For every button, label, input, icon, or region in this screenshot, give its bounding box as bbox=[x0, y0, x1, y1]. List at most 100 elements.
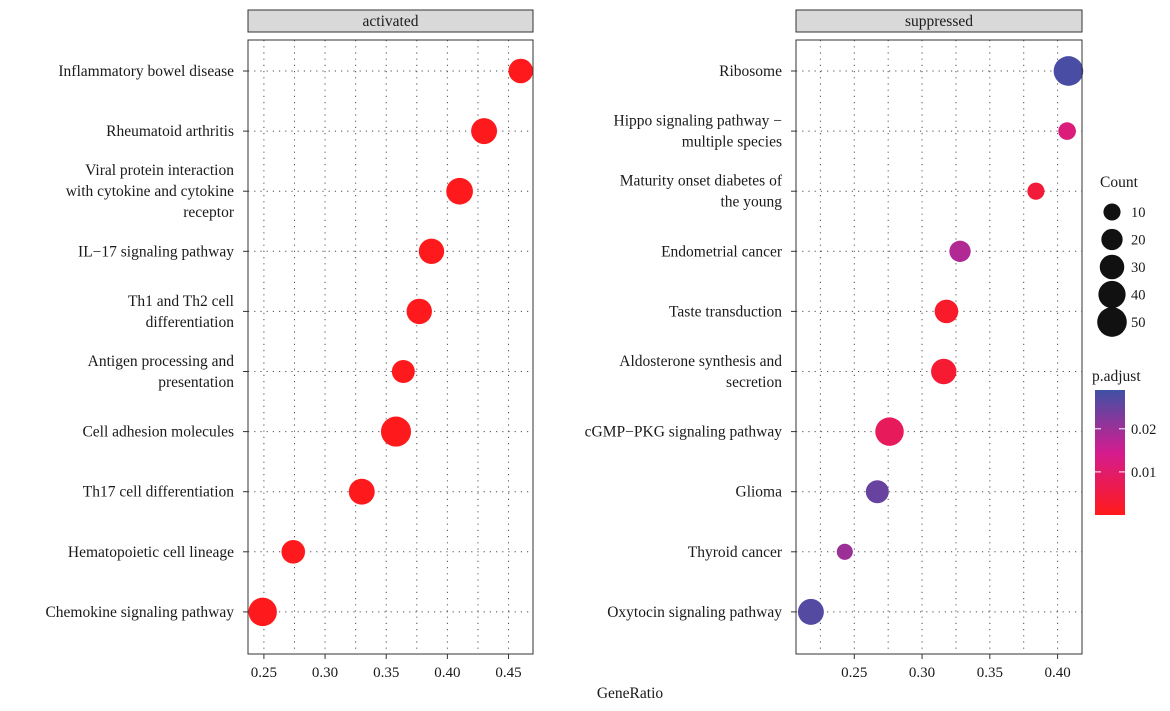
category-label: Endometrial cancer bbox=[661, 243, 783, 260]
legend-count-title: Count bbox=[1100, 174, 1139, 191]
category-label-line: Viral protein interaction bbox=[85, 162, 234, 179]
category-label: Cell adhesion molecules bbox=[82, 424, 234, 441]
category-label-line: presentation bbox=[158, 374, 234, 391]
legend-colorbar-label: 0.01 bbox=[1131, 465, 1156, 481]
data-point bbox=[418, 238, 445, 264]
category-label-line: Inflammatory bowel disease bbox=[58, 63, 234, 80]
category-label-line: Oxytocin signaling pathway bbox=[607, 604, 782, 621]
category-label-line: Aldosterone synthesis and bbox=[619, 353, 782, 370]
category-label: Aldosterone synthesis and secretion bbox=[619, 353, 782, 391]
category-label: Chemokine signaling pathway bbox=[45, 604, 234, 621]
data-point bbox=[797, 598, 824, 625]
category-label-line: Th17 cell differentiation bbox=[83, 484, 234, 501]
category-label: Taste transduction bbox=[669, 303, 782, 320]
strip-header bbox=[795, 9, 1083, 33]
data-point bbox=[406, 298, 432, 325]
data-point bbox=[348, 478, 375, 505]
category-label-line: with cytokine and cytokine bbox=[66, 183, 234, 200]
category-label: Rheumatoid arthritis bbox=[106, 123, 234, 140]
category-label: Th1 and Th2 cell differentiation bbox=[128, 293, 234, 331]
panel-activated: activated Inflammatory bowel disease Rheum… bbox=[45, 9, 534, 681]
legend: Count 10 20 30 40 50 p.adjust 0.01 0.02 bbox=[1092, 174, 1156, 515]
legend-count-label: 20 bbox=[1131, 233, 1146, 249]
data-point bbox=[446, 177, 473, 205]
panels: activated Inflammatory bowel disease Rheum… bbox=[45, 9, 1084, 681]
legend-count-swatch bbox=[1101, 228, 1123, 251]
category-label-line: Chemokine signaling pathway bbox=[45, 604, 234, 621]
legend-count-label: 10 bbox=[1131, 205, 1146, 221]
legend-count-label: 40 bbox=[1131, 288, 1146, 304]
x-tick-label: 0.25 bbox=[251, 665, 277, 681]
data-point bbox=[934, 299, 959, 324]
x-tick-label: 0.45 bbox=[495, 665, 521, 681]
category-label-line: Glioma bbox=[736, 484, 783, 501]
category-label-line: secretion bbox=[726, 374, 782, 391]
category-label-line: Endometrial cancer bbox=[661, 243, 783, 260]
legend-count-label: 50 bbox=[1131, 315, 1146, 331]
x-tick-label: 0.40 bbox=[1044, 665, 1070, 681]
category-label: cGMP−PKG signaling pathway bbox=[585, 424, 783, 441]
x-axis-title: GeneRatio bbox=[597, 685, 664, 702]
data-point bbox=[931, 358, 957, 385]
x-tick-label: 0.35 bbox=[977, 665, 1003, 681]
panel-border bbox=[247, 39, 534, 655]
data-point bbox=[380, 416, 412, 447]
data-point bbox=[875, 417, 904, 446]
x-tick-label: 0.40 bbox=[434, 665, 460, 681]
x-tick-label: 0.30 bbox=[909, 665, 935, 681]
category-label: Antigen processing and presentation bbox=[88, 353, 235, 391]
category-label: Inflammatory bowel disease bbox=[58, 63, 234, 80]
x-tick-label: 0.35 bbox=[373, 665, 399, 681]
data-point bbox=[471, 118, 498, 145]
category-label: Maturity onset diabetes of the young bbox=[620, 173, 783, 211]
category-label-line: differentiation bbox=[146, 314, 235, 331]
category-label: Thyroid cancer bbox=[688, 544, 783, 561]
category-label-line: the young bbox=[720, 194, 782, 211]
legend-count-label: 30 bbox=[1131, 260, 1146, 276]
category-label-line: multiple species bbox=[682, 134, 782, 151]
legend-padjust-title: p.adjust bbox=[1092, 368, 1141, 385]
category-label: Ribosome bbox=[719, 63, 782, 80]
category-label-line: Thyroid cancer bbox=[688, 544, 783, 561]
category-label-line: Th1 and Th2 cell bbox=[128, 293, 234, 310]
data-point bbox=[949, 240, 971, 262]
legend-count-swatch bbox=[1099, 254, 1125, 280]
data-point bbox=[391, 360, 415, 383]
data-point bbox=[281, 539, 306, 564]
category-label-line: Maturity onset diabetes of bbox=[620, 173, 783, 190]
category-label: Viral protein interaction with cytokine a… bbox=[66, 162, 235, 221]
category-label-line: Taste transduction bbox=[669, 303, 782, 320]
data-point bbox=[1027, 182, 1045, 200]
strip-label: activated bbox=[363, 13, 419, 30]
data-point bbox=[865, 480, 889, 504]
legend-count-swatch bbox=[1097, 307, 1127, 337]
category-label-line: Antigen processing and bbox=[88, 353, 235, 370]
data-point bbox=[836, 543, 853, 560]
category-label-line: Hematopoietic cell lineage bbox=[68, 544, 234, 561]
category-label-line: Hippo signaling pathway − bbox=[614, 113, 782, 130]
data-point bbox=[1053, 56, 1084, 86]
category-label-line: IL−17 signaling pathway bbox=[78, 243, 234, 260]
category-label-line: Rheumatoid arthritis bbox=[106, 123, 234, 140]
category-label: Oxytocin signaling pathway bbox=[607, 604, 782, 621]
x-tick-label: 0.30 bbox=[312, 665, 338, 681]
category-label: Glioma bbox=[736, 484, 783, 501]
legend-count-swatch bbox=[1103, 203, 1121, 221]
category-label: Hematopoietic cell lineage bbox=[68, 544, 234, 561]
category-label-line: Cell adhesion molecules bbox=[82, 424, 234, 441]
data-point bbox=[508, 58, 534, 84]
category-label-line: receptor bbox=[183, 204, 235, 221]
data-point bbox=[248, 597, 277, 627]
category-label: Th17 cell differentiation bbox=[83, 484, 234, 501]
strip-label: suppressed bbox=[905, 13, 973, 30]
legend-colorbar bbox=[1095, 390, 1125, 515]
strip-header bbox=[247, 9, 534, 33]
category-label: Hippo signaling pathway − multiple specie… bbox=[614, 113, 782, 151]
panel-suppressed: suppressed Ribosome Hippo signaling pathwa… bbox=[585, 9, 1084, 681]
category-label-line: cGMP−PKG signaling pathway bbox=[585, 424, 783, 441]
x-tick-label: 0.25 bbox=[841, 665, 867, 681]
category-label-line: Ribosome bbox=[719, 63, 782, 80]
legend-colorbar-label: 0.02 bbox=[1131, 422, 1156, 438]
